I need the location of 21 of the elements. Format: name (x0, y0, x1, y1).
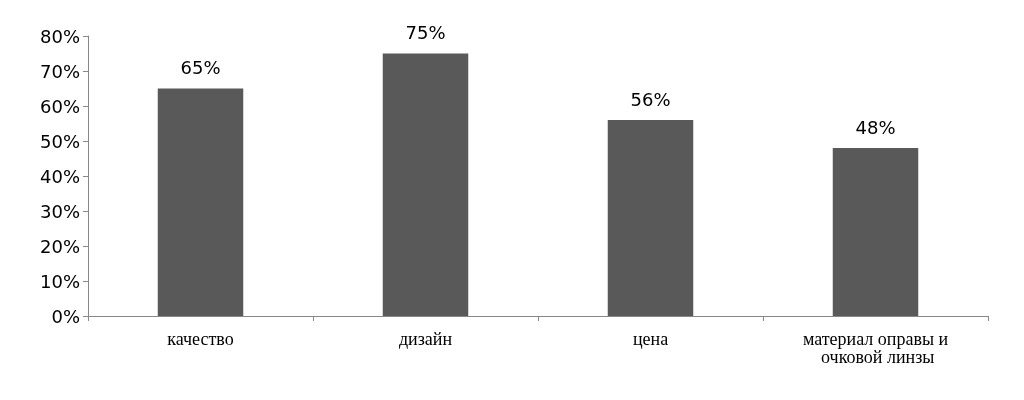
bar (157, 88, 244, 316)
y-tick-label: 70% (39, 60, 80, 82)
bar (832, 148, 919, 316)
x-tick-label: дизайн (398, 329, 453, 349)
data-label: 48% (855, 116, 896, 138)
bar (607, 120, 694, 316)
y-tick-label: 40% (39, 165, 80, 187)
x-tick-label: качество (167, 329, 234, 349)
y-tick-label: 80% (39, 25, 80, 47)
x-tick-label: материал оправы и очковой линзы (802, 329, 949, 367)
data-label: 56% (630, 88, 671, 110)
y-tick-label: 0% (51, 305, 80, 327)
data-label: 75% (405, 22, 446, 43)
y-tick-label: 50% (39, 130, 80, 152)
data-label: 65% (180, 57, 221, 78)
y-tick-label: 20% (39, 235, 80, 257)
y-tick-label: 60% (39, 95, 80, 117)
y-tick-label: 30% (39, 200, 80, 222)
y-tick-label: 10% (39, 270, 80, 292)
x-tick-label: цена (632, 329, 669, 349)
bar (382, 53, 469, 316)
